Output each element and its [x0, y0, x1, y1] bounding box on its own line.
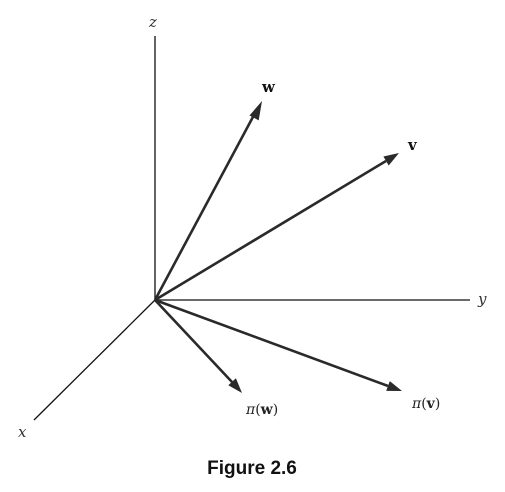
- vector-w-label: w: [261, 78, 276, 96]
- x-axis-label: x: [18, 423, 27, 441]
- y-axis-label: y: [477, 290, 487, 308]
- vector-v: [154, 153, 399, 302]
- pi-symbol: π: [245, 402, 256, 418]
- figure-caption: Figure 2.6: [207, 458, 297, 479]
- projection-pi-w: [154, 299, 242, 393]
- close-paren: ): [273, 402, 278, 418]
- pi-symbol: π: [411, 396, 422, 412]
- projection-argument: w: [260, 402, 274, 418]
- projection-pi-w-arrowhead: [228, 378, 242, 393]
- projection-pi-v-label: π(v): [411, 396, 440, 412]
- open-paren: (: [421, 396, 426, 412]
- vector-w: [153, 101, 262, 301]
- projection-pi-v-arrowhead: [386, 381, 402, 391]
- vector-v-label: v: [407, 136, 418, 154]
- projection-pi-v: [154, 298, 402, 391]
- x-axis: [33, 299, 156, 421]
- z-axis-label: z: [148, 13, 157, 31]
- vector-v-arrowhead: [383, 153, 399, 166]
- projection-argument: v: [426, 396, 436, 412]
- projection-pi-w-label: π(w): [245, 402, 278, 418]
- close-paren: ): [435, 396, 440, 412]
- vector-w-arrowhead: [249, 101, 262, 121]
- open-paren: (: [255, 402, 260, 418]
